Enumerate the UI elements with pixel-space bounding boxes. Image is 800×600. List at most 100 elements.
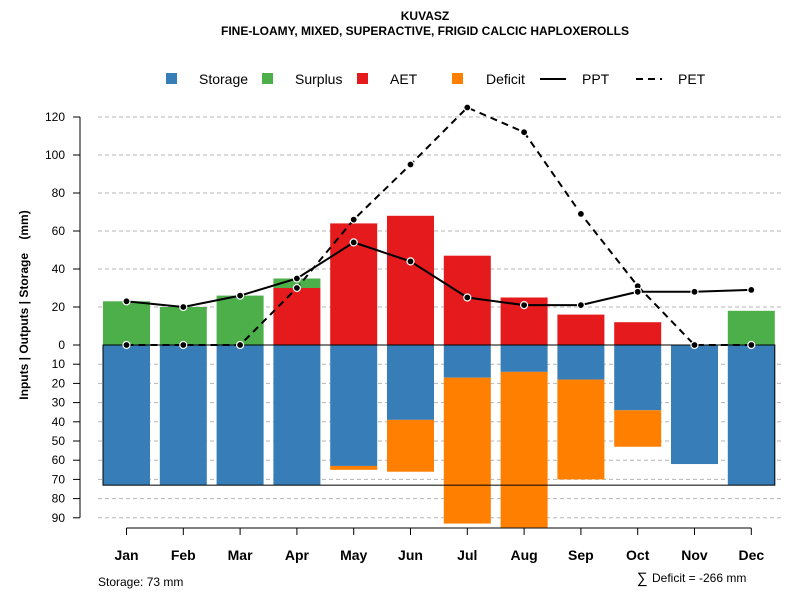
- deficit-bar: [614, 410, 662, 447]
- y-tick-label: 0: [58, 338, 65, 352]
- storage-bar: [727, 345, 775, 486]
- y-tick-label: 10: [52, 357, 66, 371]
- axes: 0 20 40 60 80 100 120 10 20 30 40 50 60 70 80 90 Jan Feb M…: [45, 110, 764, 563]
- pet-point: [236, 340, 245, 350]
- deficit-bar: [443, 377, 491, 524]
- chart-subtitle: FINE-LOAMY, MIXED, SUPERACTIVE, FRIGID C…: [221, 24, 629, 38]
- legend-label-pet: PET: [678, 71, 706, 87]
- x-tick-label: Apr: [285, 547, 310, 563]
- pet-point: [690, 340, 699, 350]
- x-tick-label: Mar: [228, 547, 253, 563]
- legend-swatch-deficit: [452, 73, 463, 84]
- ppt-point: [406, 257, 415, 266]
- y-tick-label: 20: [52, 376, 66, 390]
- x-tick-label: Jul: [457, 547, 477, 563]
- pet-point: [349, 215, 358, 224]
- pet-point: [519, 128, 529, 137]
- pet-line: [126, 106, 752, 346]
- storage-bar: [671, 345, 718, 465]
- legend-label-surplus: Surplus: [295, 71, 342, 87]
- legend-swatch-surplus: [262, 73, 273, 84]
- y-tick-label: 40: [52, 262, 66, 276]
- aet-bar: [387, 215, 434, 345]
- storage-bar: [614, 345, 662, 411]
- pet-point: [179, 340, 188, 350]
- legend-swatch-storage: [166, 73, 177, 84]
- y-tick-label: 60: [52, 224, 66, 238]
- ppt-point: [179, 302, 188, 312]
- ppt-point: [519, 301, 529, 310]
- ppt-point: [122, 297, 131, 306]
- storage-bar: [216, 345, 264, 486]
- surplus-bar: [273, 278, 321, 288]
- x-tick-label: Jun: [398, 547, 423, 563]
- storage-bar: [103, 345, 150, 486]
- x-tick-label: Feb: [171, 547, 196, 563]
- deficit-note: Deficit = -266 mm: [652, 571, 746, 585]
- legend-label-storage: Storage: [199, 71, 248, 87]
- storage-bar: [330, 345, 378, 466]
- storage-bar: [159, 345, 207, 486]
- pet-point: [292, 283, 301, 293]
- y-tick-label: 100: [45, 148, 65, 162]
- pet-point: [747, 340, 756, 350]
- ppt-point: [747, 285, 756, 294]
- legend-label-deficit: Deficit: [486, 71, 525, 87]
- bars: [103, 215, 775, 528]
- y-tick-label: 90: [52, 511, 66, 525]
- x-tick-label: Oct: [626, 547, 650, 563]
- aet-bar: [273, 288, 321, 345]
- surplus-bar: [103, 301, 150, 345]
- legend-label-ppt: PPT: [582, 71, 610, 87]
- y-tick-label: 30: [52, 396, 66, 410]
- x-tick-label: Sep: [568, 547, 594, 563]
- storage-bar: [387, 345, 434, 420]
- legend-label-aet: AET: [390, 71, 418, 87]
- x-tick-label: Nov: [681, 547, 708, 563]
- storage-note: Storage: 73 mm: [98, 575, 183, 589]
- aet-bar: [614, 322, 662, 345]
- y-tick-label: 70: [52, 472, 66, 486]
- y-tick-label: 40: [52, 415, 66, 429]
- storage-bar: [500, 345, 548, 372]
- y-tick-label: 50: [52, 434, 66, 448]
- deficit-bar: [330, 465, 378, 470]
- deficit-bar: [387, 419, 434, 472]
- gridlines: [98, 116, 782, 519]
- ppt-point: [633, 287, 642, 296]
- y-tick-label: 60: [52, 453, 66, 467]
- ppt-point: [292, 274, 301, 283]
- ppt-point: [690, 287, 699, 296]
- pet-point: [406, 160, 415, 169]
- y-tick-label: 80: [52, 186, 66, 200]
- ppt-line: [126, 241, 752, 309]
- surplus-bar: [216, 295, 264, 345]
- y-axis-label: Inputs | Outputs | Storage (mm): [17, 210, 31, 399]
- x-tick-label: Jan: [114, 547, 138, 563]
- lines: [102, 103, 776, 486]
- deficit-bar: [557, 379, 605, 480]
- storage-bar: [443, 345, 491, 378]
- aet-bar: [557, 314, 605, 345]
- y-tick-label: 120: [45, 110, 65, 124]
- y-tick-label: 20: [52, 300, 66, 314]
- storage-bar: [273, 345, 321, 486]
- x-tick-label: Dec: [738, 547, 764, 563]
- ppt-point: [463, 293, 472, 302]
- ppt-point: [236, 291, 245, 300]
- pet-point: [463, 103, 472, 112]
- storage-bar: [557, 345, 605, 380]
- surplus-bar: [159, 307, 207, 345]
- pet-point: [122, 340, 131, 350]
- x-tick-label: May: [340, 547, 367, 563]
- legend: Storage Surplus AET Deficit PPT PET: [166, 71, 706, 87]
- deficit-bar: [500, 371, 548, 528]
- chart-title: KUVASZ: [401, 9, 449, 23]
- legend-swatch-aet: [357, 73, 368, 84]
- pet-point: [576, 209, 586, 218]
- x-tick-label: Aug: [510, 547, 537, 563]
- y-tick-label: 80: [52, 492, 66, 506]
- ppt-point: [349, 238, 358, 247]
- deficit-symbol: ∑: [637, 570, 648, 587]
